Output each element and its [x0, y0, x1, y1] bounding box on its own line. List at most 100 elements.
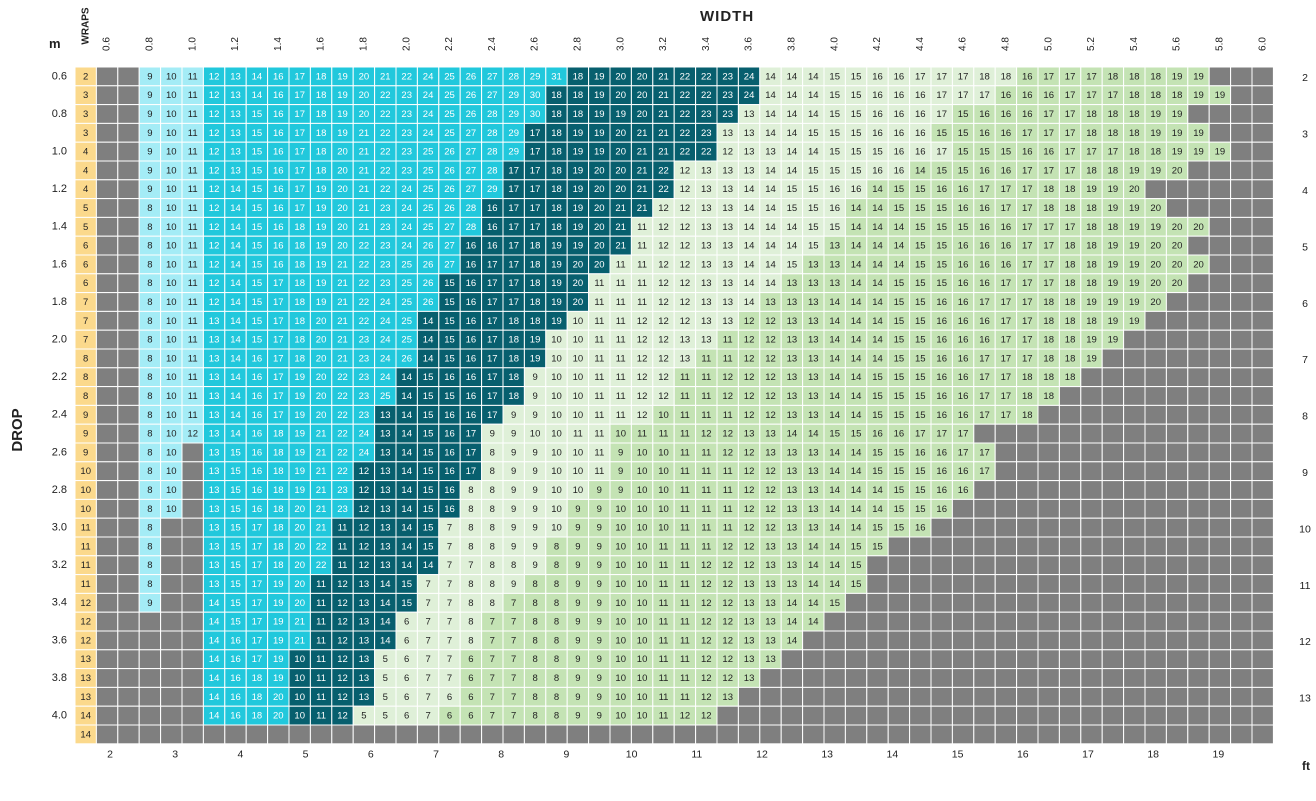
cell-label: 9 [597, 579, 602, 590]
cell-label: 12 [744, 523, 755, 534]
cell-label: 19 [551, 278, 562, 289]
blocked-cell [909, 611, 932, 632]
blocked-cell [1208, 498, 1232, 519]
cell-label: 10 [637, 447, 648, 458]
cell-label: 20 [637, 109, 648, 120]
cell-label: 17 [508, 278, 519, 289]
blocked-cell [1165, 686, 1189, 707]
cell-label: 7 [511, 654, 516, 665]
blocked-cell [909, 592, 932, 613]
cell-label: 22 [337, 410, 348, 421]
blocked-cell [1165, 517, 1189, 538]
blocked-cell [1165, 292, 1189, 312]
cell-label: 9 [490, 429, 495, 440]
cell-label: 21 [337, 297, 348, 308]
cell-label: 14 [872, 278, 883, 289]
cell-label: 11 [680, 372, 690, 383]
cell-label: 14 [851, 297, 862, 308]
blocked-cell [737, 705, 761, 726]
cell-label: 11 [701, 410, 711, 421]
cell-label: 11 [316, 692, 326, 703]
blocked-cell [994, 611, 1018, 632]
cell-label: 11 [637, 259, 647, 270]
cell-label: 22 [359, 241, 370, 252]
cell-label: 15 [252, 278, 263, 289]
cell-label: 24 [744, 71, 755, 82]
cell-label: 29 [508, 147, 519, 158]
cell-label: 14 [401, 429, 412, 440]
cell-label: 15 [958, 128, 969, 139]
blocked-cell [1123, 480, 1146, 500]
cell-label: 14 [765, 71, 776, 82]
blocked-cell [181, 649, 204, 670]
cell-label: 14 [851, 447, 862, 458]
cell-label: 8 [490, 541, 495, 552]
cell-label: 13 [765, 297, 776, 308]
cell-label: 25 [401, 335, 412, 346]
cell-label: 10 [573, 353, 584, 364]
cell-label: 15 [894, 504, 905, 515]
cell-label: 12 [337, 654, 348, 665]
blocked-cell [160, 630, 183, 651]
blocked-cell [737, 686, 761, 707]
cell-label: 9 [532, 541, 537, 552]
cell-label: 24 [423, 128, 434, 139]
cell-label: 15 [915, 222, 926, 233]
blocked-cell [951, 668, 975, 688]
cell-label: 10 [637, 579, 648, 590]
blocked-cell [1058, 461, 1082, 482]
drop-axis-label: DROP [9, 408, 26, 451]
cell-label: 21 [359, 203, 370, 214]
cell-label: 18 [1086, 316, 1097, 327]
cell-label: 11 [316, 711, 326, 722]
blocked-cell [994, 536, 1018, 557]
wraps-label: 11 [81, 523, 91, 534]
cell-label: 12 [744, 447, 755, 458]
drop-tick-ft: 8 [1302, 411, 1308, 423]
cell-label: 10 [166, 372, 177, 383]
cell-label: 14 [787, 598, 798, 609]
cell-label: 16 [958, 278, 969, 289]
cell-label: 14 [787, 90, 798, 101]
width-tick-ft: 3 [172, 749, 178, 761]
cell-label: 20 [1129, 184, 1140, 195]
drop-tick-m: 3.6 [52, 634, 67, 646]
blocked-cell [160, 536, 183, 557]
cell-label: 14 [787, 429, 798, 440]
blocked-cell [1123, 498, 1146, 519]
blocked-cell [1165, 179, 1189, 200]
cell-label: 14 [808, 429, 819, 440]
cell-label: 16 [230, 673, 241, 684]
blocked-cell [1016, 686, 1039, 707]
blocked-cell [588, 724, 611, 745]
cell-label: 27 [487, 90, 498, 101]
cell-label: 15 [230, 523, 241, 534]
blocked-cell [1101, 649, 1125, 670]
width-tick-m: 3.8 [787, 37, 798, 51]
cell-label: 14 [209, 711, 220, 722]
cell-label: 16 [466, 353, 477, 364]
blocked-cell [1016, 536, 1039, 557]
cell-label: 17 [1043, 222, 1054, 233]
cell-label: 15 [915, 466, 926, 477]
cell-label: 18 [530, 241, 541, 252]
blocked-cell [994, 649, 1018, 670]
cell-label: 12 [722, 541, 733, 552]
cell-label: 18 [294, 278, 305, 289]
cell-label: 8 [468, 504, 473, 515]
cell-label: 12 [209, 297, 220, 308]
cell-label: 18 [530, 278, 541, 289]
cell-label: 7 [447, 673, 452, 684]
cell-label: 7 [425, 635, 430, 646]
cell-label: 11 [637, 278, 647, 289]
blocked-cell [1251, 611, 1274, 632]
blocked-cell [1058, 611, 1082, 632]
cell-label: 7 [447, 560, 452, 571]
cell-label: 19 [1086, 184, 1097, 195]
drop-tick-ft: 13 [1299, 693, 1311, 705]
blocked-cell [909, 668, 932, 688]
cell-label: 7 [490, 635, 495, 646]
cell-label: 16 [979, 278, 990, 289]
cell-label: 19 [273, 635, 284, 646]
cell-label: 18 [573, 71, 584, 82]
